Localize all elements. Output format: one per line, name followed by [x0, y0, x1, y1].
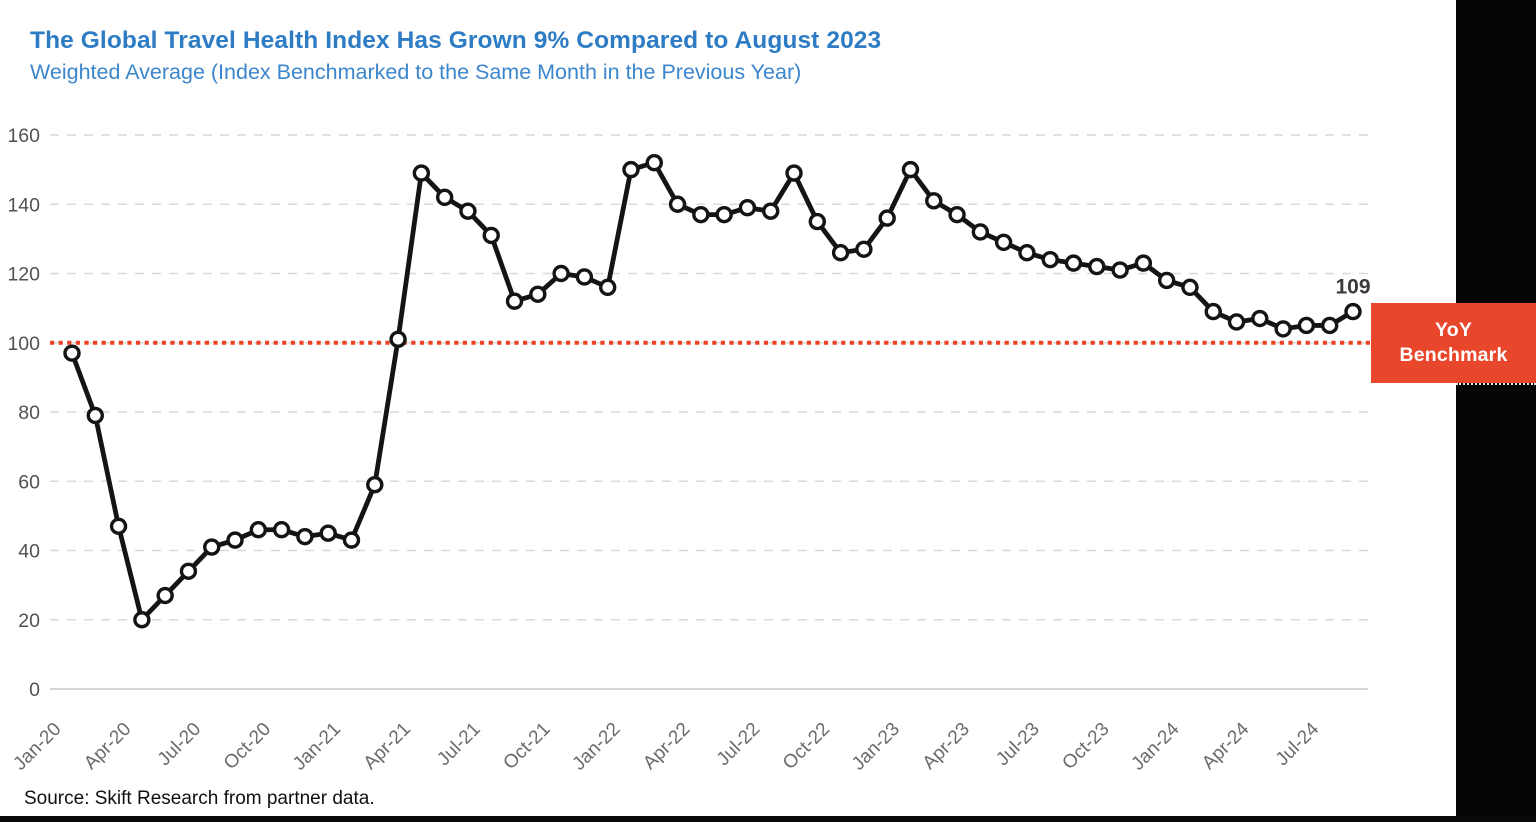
svg-text:Apr-20: Apr-20: [80, 719, 135, 774]
svg-text:0: 0: [29, 679, 40, 701]
svg-text:Oct-21: Oct-21: [499, 719, 554, 774]
yoy-benchmark-label-line1: YoY: [1434, 319, 1473, 341]
svg-text:60: 60: [18, 471, 40, 493]
bottom-edge-black-bar: [0, 816, 1536, 822]
benchmark-dotted-underline: [1456, 383, 1536, 385]
svg-text:80: 80: [18, 402, 40, 424]
svg-text:140: 140: [7, 194, 40, 216]
svg-text:20: 20: [18, 610, 40, 632]
svg-text:Jul-22: Jul-22: [713, 719, 764, 770]
svg-text:Apr-24: Apr-24: [1198, 718, 1253, 773]
svg-text:Jul-24: Jul-24: [1272, 718, 1324, 770]
svg-text:40: 40: [18, 541, 40, 563]
svg-text:Jan-20: Jan-20: [10, 719, 66, 775]
chart-subtitle: Weighted Average (Index Benchmarked to t…: [30, 60, 802, 84]
svg-text:Jan-21: Jan-21: [289, 719, 345, 775]
yoy-benchmark-label-line2: Benchmark: [1399, 344, 1508, 366]
svg-text:Oct-22: Oct-22: [779, 719, 834, 774]
svg-text:Jan-24: Jan-24: [1128, 718, 1184, 774]
svg-text:Jul-21: Jul-21: [433, 719, 484, 770]
svg-text:Oct-23: Oct-23: [1058, 719, 1113, 774]
svg-text:Jul-20: Jul-20: [154, 719, 205, 770]
svg-text:Apr-22: Apr-22: [639, 719, 694, 774]
svg-text:109: 109: [1335, 276, 1370, 299]
right-edge-black-bar: [1456, 0, 1536, 822]
svg-text:Oct-20: Oct-20: [220, 719, 275, 774]
svg-text:Apr-23: Apr-23: [919, 719, 974, 774]
source-text: Source: Skift Research from partner data…: [24, 788, 375, 809]
svg-text:Jul-23: Jul-23: [992, 719, 1043, 770]
svg-text:Jan-23: Jan-23: [848, 719, 904, 775]
svg-text:Apr-21: Apr-21: [360, 719, 415, 774]
chart-title: The Global Travel Health Index Has Grown…: [30, 27, 882, 54]
svg-text:100: 100: [7, 333, 40, 355]
svg-text:Jan-22: Jan-22: [569, 719, 625, 775]
svg-text:160: 160: [7, 125, 40, 147]
yoy-benchmark-callout: YoY Benchmark: [1371, 303, 1536, 383]
svg-text:120: 120: [7, 264, 40, 286]
